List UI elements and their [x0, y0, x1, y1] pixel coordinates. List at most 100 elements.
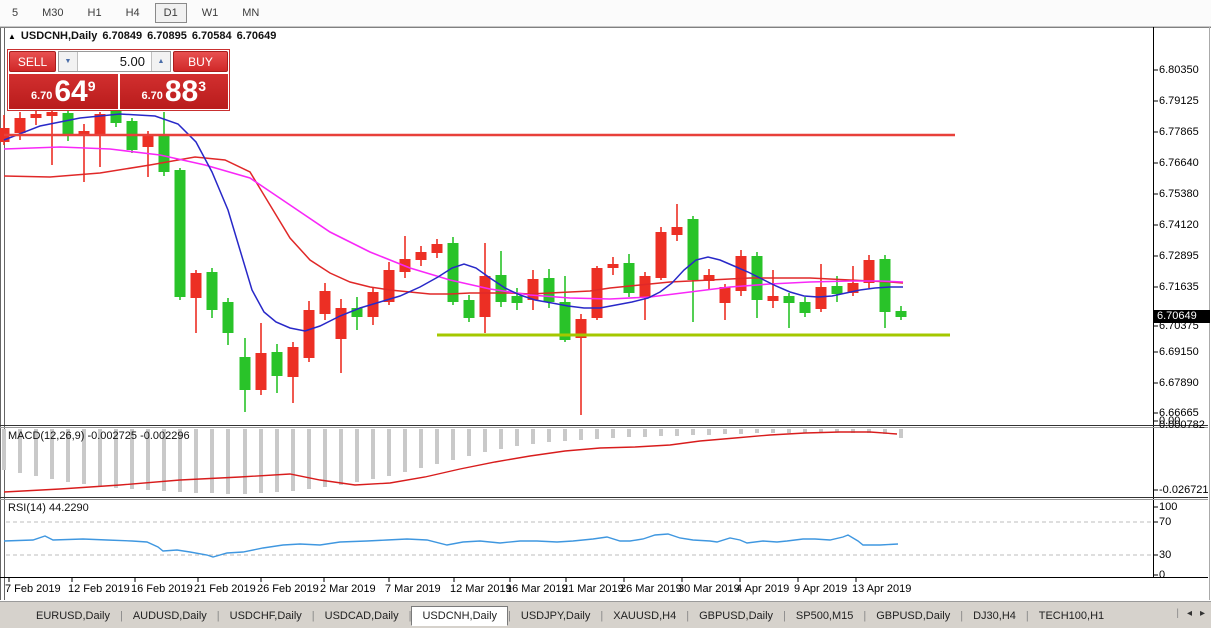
chart-tab-gbpusd-daily[interactable]: GBPUSD,Daily: [699, 609, 774, 622]
candle-body: [591, 268, 603, 318]
candle-body: [255, 353, 267, 390]
volume-spinner: ▼ ▲: [58, 51, 171, 72]
date-axis-label: 9 Apr 2019: [794, 583, 848, 595]
date-axis-label: 26 Feb 2019: [257, 583, 319, 595]
tab-separator: |: [311, 609, 315, 622]
sell-price-pip: 9: [87, 78, 96, 94]
price-axis-label: 6.77865: [1159, 126, 1199, 138]
candle-body: [479, 276, 491, 317]
macd-signal-line: [3, 431, 898, 493]
symbol-title: USDCNH,Daily: [20, 30, 98, 42]
macd-bar: [259, 429, 263, 493]
volume-decrease-button[interactable]: ▼: [59, 52, 78, 71]
ma-blue-line: [3, 113, 903, 332]
candle-body: [607, 264, 619, 268]
rsi-scale-label: 30: [1159, 549, 1172, 561]
sell-price-main: 64: [54, 75, 88, 108]
tab-scroll-controls: | ◂ ▸: [1176, 608, 1205, 619]
candle-body: [62, 113, 74, 135]
macd-bar: [178, 429, 182, 492]
chart-tab-xauusd-h4[interactable]: XAUUSD,H4: [613, 609, 677, 622]
chart-tab-audusd-daily[interactable]: AUDUSD,Daily: [132, 609, 207, 622]
candle-body: [831, 286, 843, 294]
tab-separator: |: [408, 609, 412, 622]
macd-bar: [355, 429, 359, 482]
candle-body: [799, 302, 811, 313]
macd-bar: [819, 429, 823, 432]
chart-tab-usdcad-daily[interactable]: USDCAD,Daily: [324, 609, 399, 622]
macd-bar: [275, 429, 279, 492]
timeframe-button-5[interactable]: 5: [3, 3, 27, 23]
trade-controls-row: SELL ▼ ▲ BUY: [9, 51, 228, 72]
macd-bar: [323, 429, 327, 487]
timeframe-button-mn[interactable]: MN: [233, 3, 268, 23]
chart-tab-gbpusd-daily[interactable]: GBPUSD,Daily: [876, 609, 951, 622]
timeframe-button-w1[interactable]: W1: [193, 3, 228, 23]
macd-bar: [883, 429, 887, 434]
macd-bar: [563, 429, 567, 441]
buy-price-prefix: 6.70: [141, 90, 163, 102]
candle-body: [655, 232, 667, 278]
chart-tab-eurusd-daily[interactable]: EURUSD,Daily: [36, 609, 110, 622]
collapse-panel-icon[interactable]: ▲: [8, 31, 16, 41]
date-axis-label: 26 Mar 2019: [620, 583, 682, 595]
chart-tab-dj30-h4[interactable]: DJ30,H4: [973, 609, 1016, 622]
volume-input[interactable]: [78, 52, 151, 71]
tab-scroll-left-icon[interactable]: ◂: [1186, 608, 1192, 619]
chart-tab-tech100-h1[interactable]: TECH100,H1: [1038, 609, 1105, 622]
macd-bar: [403, 429, 407, 472]
volume-increase-button[interactable]: ▲: [151, 52, 170, 71]
macd-bar: [2, 429, 6, 470]
macd-bar: [114, 429, 118, 488]
date-axis-label: 7 Mar 2019: [385, 583, 441, 595]
candle-body: [303, 310, 315, 358]
sell-button[interactable]: SELL: [9, 51, 56, 72]
candle-body: [206, 272, 218, 310]
sell-price-prefix: 6.70: [30, 90, 53, 102]
macd-bar: [226, 429, 230, 494]
chart-tab-usdcnh-daily[interactable]: USDCNH,Daily: [411, 605, 509, 626]
chart-tab-sp500-m15[interactable]: SP500,M15: [795, 609, 854, 622]
chart-tab-usdjpy-daily[interactable]: USDJPY,Daily: [520, 609, 591, 622]
rsi-scale-label: 70: [1159, 516, 1172, 528]
chart-window: ▲ USDCNH,Daily 6.70849 6.70895 6.70584 6…: [0, 27, 1211, 600]
price-axis-label: 6.66665: [1159, 407, 1199, 419]
tab-scroll-right-icon[interactable]: ▸: [1199, 608, 1205, 619]
candle-body: [383, 270, 395, 302]
timeframe-button-h1[interactable]: H1: [79, 3, 111, 23]
candle-body: [351, 308, 363, 317]
price-axis-label: 6.79125: [1159, 95, 1199, 107]
macd-bar: [627, 429, 631, 437]
ohlc-close: 6.70649: [236, 30, 277, 42]
candle-body: [78, 131, 90, 136]
timeframe-button-d1[interactable]: D1: [154, 3, 187, 23]
macd-bar: [34, 429, 38, 476]
price-axis-label: 6.71635: [1159, 281, 1199, 293]
macd-bar: [755, 429, 759, 433]
macd-bar: [210, 429, 214, 493]
chart-tab-usdchf-daily[interactable]: USDCHF,Daily: [229, 609, 302, 622]
buy-price-display[interactable]: 6.70 88 3: [119, 74, 228, 109]
macd-bar: [739, 429, 743, 434]
timeframe-button-h4[interactable]: H4: [117, 3, 149, 23]
sell-price-display[interactable]: 6.70 64 9: [9, 74, 118, 109]
ohlc-low: 6.70584: [191, 30, 232, 42]
candle-body: [46, 112, 58, 116]
buy-button[interactable]: BUY: [173, 51, 228, 72]
ohlc-high: 6.70895: [147, 30, 187, 42]
timeframe-toolbar: 5 M30 H1 H4 D1 W1 MN: [0, 0, 1211, 27]
chart-canvas: [0, 27, 1211, 600]
date-axis-label: 2 Mar 2019: [320, 583, 376, 595]
timeframe-button-m30[interactable]: M30: [33, 3, 72, 23]
candle-body: [190, 273, 202, 298]
candle-body: [431, 244, 443, 253]
candle-body: [559, 302, 571, 340]
candle-body: [895, 311, 907, 317]
date-axis-label: 16 Mar 2019: [506, 583, 568, 595]
macd-bar: [675, 429, 679, 436]
tab-scroll-separator: |: [1176, 608, 1179, 619]
rsi-scale-label: 100: [1159, 501, 1178, 513]
chart-header: ▲ USDCNH,Daily 6.70849 6.70895 6.70584 6…: [8, 30, 276, 42]
rsi-layer: [3, 521, 1153, 558]
